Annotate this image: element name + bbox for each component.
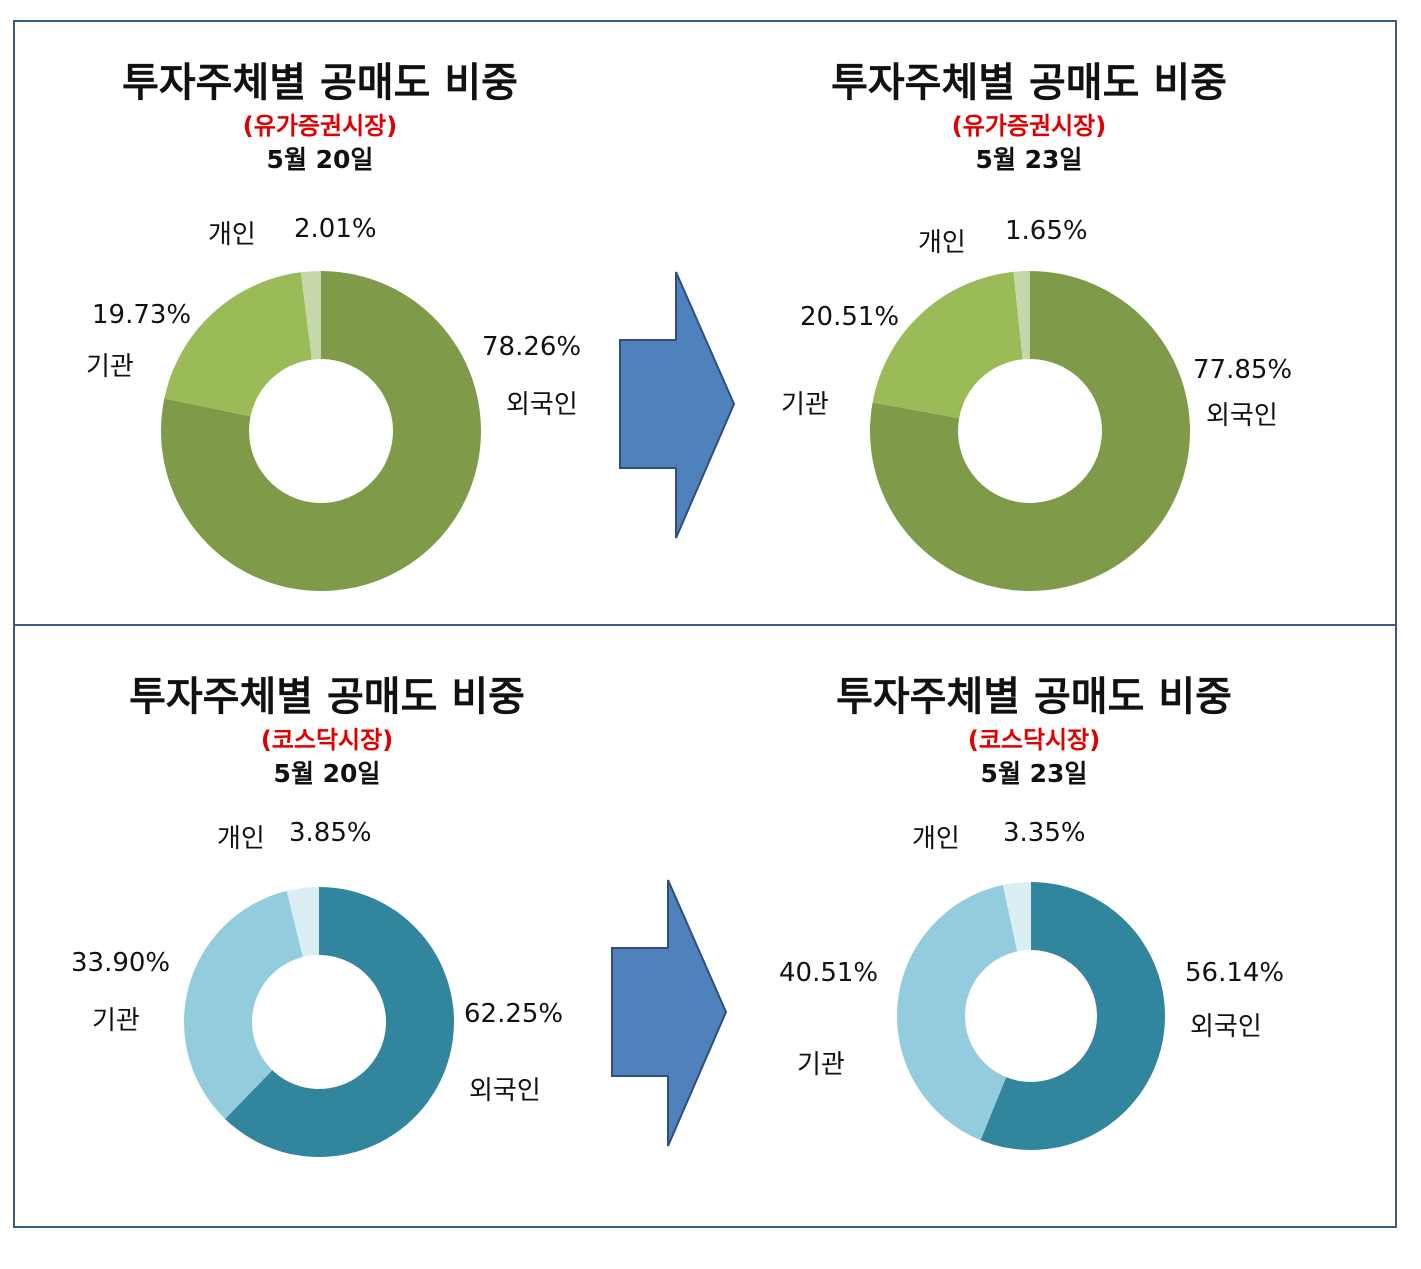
chart-date: 5월 20일 [273, 759, 381, 788]
label-foreign: 외국인 [1206, 401, 1278, 431]
slice-institution [897, 884, 1018, 1141]
slice-individual [286, 887, 319, 957]
label-individual: 개인 [208, 220, 256, 250]
chart-title: 투자주체별 공매도 비중 [129, 674, 525, 720]
slice-individual [1013, 271, 1030, 360]
label-foreign: 외국인 [506, 390, 578, 420]
kosdaq-panel [13, 624, 1397, 1228]
chart-kospi-0523: 투자주체별 공매도 비중 (유가증권시장) 5월 23일 개인 1.65% 20… [719, 50, 1339, 610]
label-individual: 개인 [912, 824, 960, 854]
slice-institution [164, 272, 312, 417]
right-arrow-icon [619, 271, 736, 539]
value-institution: 19.73% [92, 300, 192, 330]
label-foreign: 외국인 [1190, 1012, 1262, 1042]
right-arrow-icon [611, 879, 728, 1147]
donut-chart [183, 887, 454, 1157]
value-foreign: 77.85% [1193, 355, 1293, 385]
label-individual: 개인 [217, 824, 265, 854]
value-individual: 2.01% [294, 214, 377, 244]
slice-foreign [980, 882, 1165, 1150]
donut-chart [869, 271, 1190, 591]
chart-title: 투자주체별 공매도 비중 [122, 60, 518, 106]
chart-date: 5월 23일 [980, 759, 1088, 788]
value-foreign: 56.14% [1185, 958, 1285, 988]
chart-subtitle: (유가증권시장) [242, 112, 398, 140]
chart-subtitle: (코스닥시장) [260, 726, 394, 754]
chart-date: 5월 23일 [975, 145, 1083, 174]
chart-kospi-0520: 투자주체별 공매도 비중 (유가증권시장) 5월 20일 개인 2.01% 19… [10, 50, 630, 610]
donut-chart [897, 882, 1165, 1150]
value-institution: 20.51% [800, 302, 900, 332]
slice-foreign [161, 271, 481, 592]
slice-foreign [869, 271, 1190, 591]
value-institution: 40.51% [779, 958, 879, 988]
slice-institution [872, 271, 1023, 419]
chart-subtitle: (유가증권시장) [951, 112, 1107, 140]
value-individual: 1.65% [1005, 216, 1088, 246]
label-institution: 기관 [86, 352, 134, 382]
value-institution: 33.90% [71, 948, 171, 978]
chart-title: 투자주체별 공매도 비중 [836, 674, 1232, 720]
label-institution: 기관 [781, 390, 829, 420]
label-institution: 기관 [797, 1050, 845, 1080]
chart-subtitle: (코스닥시장) [967, 726, 1101, 754]
value-foreign: 62.25% [464, 999, 564, 1029]
arrow-shape [611, 879, 728, 1147]
label-individual: 개인 [918, 228, 966, 258]
value-foreign: 78.26% [482, 332, 582, 362]
slice-institution [183, 890, 303, 1119]
slice-foreign [225, 887, 454, 1157]
chart-kosdaq-0520: 투자주체별 공매도 비중 (코스닥시장) 5월 20일 개인 3.85% 33.… [17, 664, 637, 1224]
chart-date: 5월 20일 [266, 145, 374, 174]
label-institution: 기관 [92, 1006, 140, 1036]
chart-kosdaq-0523: 투자주체별 공매도 비중 (코스닥시장) 5월 23일 개인 3.35% 40.… [724, 664, 1344, 1224]
arrow-shape [619, 271, 736, 539]
label-foreign: 외국인 [469, 1076, 541, 1106]
value-individual: 3.35% [1003, 818, 1086, 848]
slice-individual [1003, 882, 1031, 952]
donut-chart [161, 271, 481, 592]
chart-title: 투자주체별 공매도 비중 [831, 60, 1227, 106]
value-individual: 3.85% [289, 818, 372, 848]
slice-individual [300, 271, 321, 360]
